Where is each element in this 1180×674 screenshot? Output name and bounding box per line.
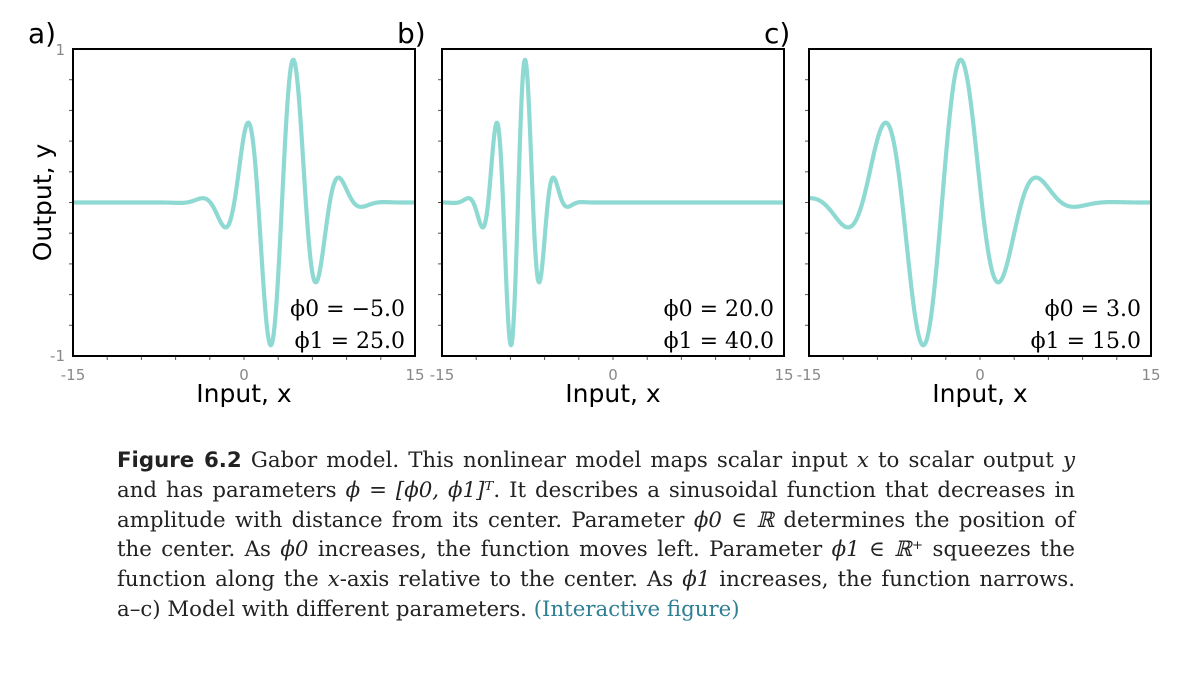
caption-text: squeezes the function along the xyxy=(117,537,1076,593)
x-axis-title: Input, x xyxy=(932,379,1027,408)
caption-text: increases, the function moves left. Para… xyxy=(308,537,832,563)
x-tick-label: 15 xyxy=(405,366,424,384)
parameter-annotation: ϕ0 = −5.0 xyxy=(290,297,405,322)
caption-math: y xyxy=(1062,448,1075,473)
parameter-annotation: ϕ1 = 15.0 xyxy=(1031,329,1141,354)
x-axis-title: Input, x xyxy=(196,379,291,408)
caption-text: and has parameters xyxy=(117,477,346,503)
caption-text: to scalar output xyxy=(868,448,1063,473)
parameter-annotation: ϕ0 = 20.0 xyxy=(664,297,774,322)
panel-label: b) xyxy=(397,17,426,50)
parameter-annotation: ϕ1 = 25.0 xyxy=(295,329,405,354)
x-tick-label: -15 xyxy=(61,366,86,384)
y-axis-title: Output, y xyxy=(28,144,57,262)
x-tick-label: 0 xyxy=(239,366,249,384)
panel-label: a) xyxy=(28,17,56,50)
caption-math: x xyxy=(327,567,340,593)
figure-caption: Figure 6.2 Gabor model. This nonlinear m… xyxy=(117,446,1075,625)
series-line xyxy=(809,57,1151,348)
caption-math: ϕ0 xyxy=(280,537,309,563)
x-axis-title: Input, x xyxy=(565,379,660,408)
caption-math: ϕ1 xyxy=(682,567,711,593)
caption-math: x xyxy=(856,448,869,473)
chart-panel-a: -15 0 15 1 -1 a) Input, x Output, y ϕ0 = −5.0 ϕ1 … xyxy=(28,17,425,408)
x-tick-label: 0 xyxy=(975,366,985,384)
panel-label: c) xyxy=(764,17,790,50)
caption-text: -axis relative to the center. As xyxy=(339,567,683,593)
caption-text: Gabor model. This nonlinear model maps s… xyxy=(241,448,857,473)
caption-text: increases, the function narrows. a–c) Mo… xyxy=(117,567,1075,622)
interactive-figure-link[interactable]: (Interactive figure) xyxy=(533,596,740,622)
x-tick-label: -15 xyxy=(430,366,455,384)
chart-panel-c: -15 0 15 c) Input, x ϕ0 = 3.0 ϕ1 = 15.0 xyxy=(764,17,1161,408)
x-tick-label: 15 xyxy=(1141,366,1160,384)
series-line xyxy=(73,57,415,348)
caption-math: ϕ0 ∈ ℝ xyxy=(693,507,775,533)
chart-panel-b: -15 0 15 b) Input, x ϕ0 = 20.0 ϕ1 = 40.0 xyxy=(397,17,794,408)
caption-math: ϕ = [ϕ0, ϕ1]ᵀ xyxy=(345,477,494,503)
plot-frame xyxy=(808,48,1152,357)
series-line xyxy=(442,57,784,348)
y-tick-label: -1 xyxy=(50,347,65,365)
x-tick-label: 0 xyxy=(608,366,618,384)
gabor-figure: -15 0 15 1 -1 a) Input, x Output, y ϕ0 = −5.0 ϕ1 … xyxy=(28,17,1161,408)
caption-math: ϕ1 ∈ ℝ⁺ xyxy=(831,537,924,563)
caption-text: determines the position of the center. A… xyxy=(117,507,1075,563)
parameter-annotation: ϕ0 = 3.0 xyxy=(1045,297,1141,322)
x-tick-label: -15 xyxy=(797,366,822,384)
y-tick-label: 1 xyxy=(55,41,65,59)
plot-frame xyxy=(72,48,416,357)
plot-frame xyxy=(441,48,785,357)
parameter-annotation: ϕ1 = 40.0 xyxy=(664,329,774,354)
x-tick-label: 15 xyxy=(774,366,793,384)
caption-text: . It describes a sinusoidal function tha… xyxy=(117,477,1075,533)
caption-title: Figure 6.2 xyxy=(117,448,242,473)
